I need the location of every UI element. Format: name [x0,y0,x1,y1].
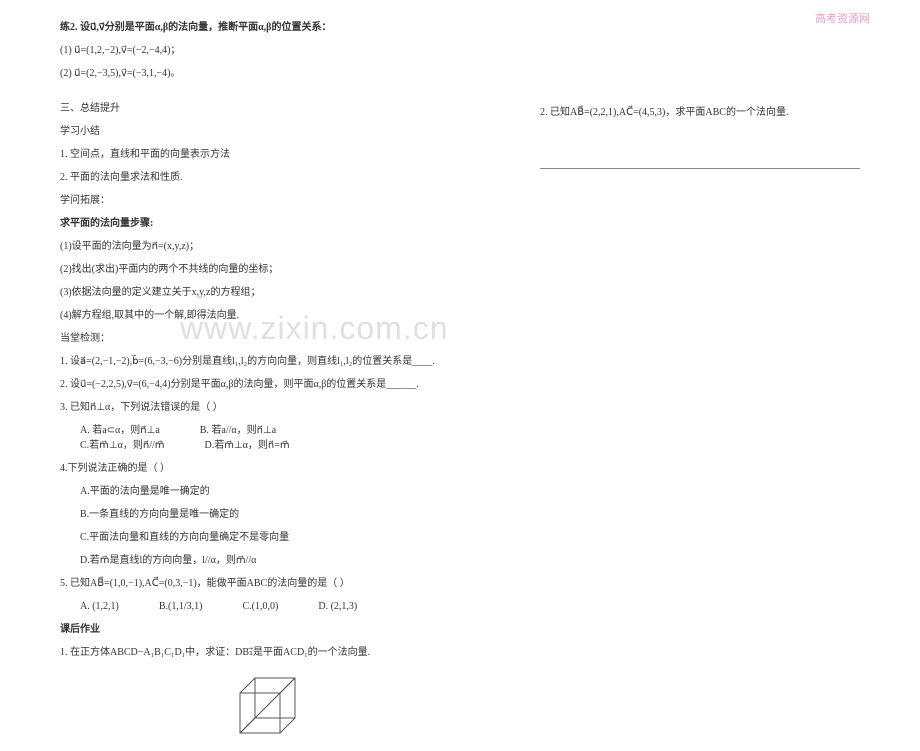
extension-title: 学问拓展： [60,193,540,208]
q3-option-b: B. 若a//α，则n⃗⊥a [200,423,276,438]
q3-option-a: A. 若a⊂α，则n⃗⊥a [80,423,160,438]
check-q2: 2. 设u⃗=(−2,2,5),v⃗=(6,−4,4)分别是平面α,β的法向量，… [60,377,540,392]
steps-title: 求平面的法向量步骤: [60,216,540,231]
homework-q1: 1. 在正方体ABCD−A₁B₁C₁D₁中，求证：DB₁⃗是平面ACD₁的一个法… [60,645,540,660]
step-1: (1)设平面的法向量为n⃗=(x,y,z)； [60,239,540,254]
q4-option-c: C.平面法向量和直线的方向向量确定不是零向量 [60,530,540,545]
cube-diagram [230,668,540,751]
check-q3: 3. 已知n⃗⊥α，下列说法错误的是（ ） [60,400,540,415]
problem-2-title: 练2. 设u⃗,v⃗分别是平面α,β的法向量，推断平面α,β的位置关系： [60,20,540,35]
q5-option-d: D. (2,1,3) [318,599,357,614]
check-q5-options: A. (1,2,1) B.(1,1/3,1) C.(1,0,0) D. (2,1… [60,599,540,614]
check-title: 当堂检测： [60,331,540,346]
q5-option-a: A. (1,2,1) [80,599,119,614]
summary-1: 1. 空间点，直线和平面的向量表示方法 [60,147,540,162]
step-4: (4)解方程组,取其中的一个解,即得法向量. [60,308,540,323]
divider-line [540,168,860,169]
check-q4: 4.下列说法正确的是（ ） [60,461,540,476]
q5-option-c: C.(1,0,0) [243,599,279,614]
problem-2-sub1: (1) u⃗=(1,2,−2),v⃗=(−2,−4,4)； [60,43,540,58]
step-2: (2)找出(求出)平面内的两个不共线的向量的坐标； [60,262,540,277]
step-3: (3)依据法向量的定义建立关于x,y,z的方程组； [60,285,540,300]
check-q1: 1. 设a⃗=(2,−1,−2),b⃗=(6,−3,−6)分别是直线l₁,l₂的… [60,354,540,369]
q4-option-d: D.若m⃗是直线l的方向向量，l//α，则m⃗//α [60,553,540,568]
left-column: 练2. 设u⃗,v⃗分别是平面α,β的法向量，推断平面α,β的位置关系： (1)… [60,20,540,751]
homework-title: 课后作业 [60,622,540,637]
check-q5: 5. 已知AB⃗=(1,0,−1),AC⃗=(0,3,−1)，能做平面ABC的法… [60,576,540,591]
problem-2-sub2: (2) u⃗=(2,−3,5),v⃗=(−3,1,−4)。 [60,66,540,81]
study-summary: 学习小结 [60,124,540,139]
q3-option-d: D.若m⃗⊥α，则n⃗=m⃗ [205,438,290,453]
summary-2: 2. 平面的法向量求法和性质. [60,170,540,185]
q3-option-c: C.若m⃗⊥α，则n⃗//m⃗ [80,438,165,453]
q4-option-b: B.一条直线的方向向量是唯一确定的 [60,507,540,522]
right-q2: 2. 已知AB⃗=(2,2,1),AC⃗=(4,5,3)，求平面ABC的一个法向… [540,105,860,120]
q4-option-a: A.平面的法向量是唯一确定的 [60,484,540,499]
check-q3-options: A. 若a⊂α，则n⃗⊥a B. 若a//α，则n⃗⊥a C.若m⃗⊥α，则n⃗… [60,423,540,453]
right-column: 2. 已知AB⃗=(2,2,1),AC⃗=(4,5,3)，求平面ABC的一个法向… [540,20,860,179]
q5-option-b: B.(1,1/3,1) [159,599,203,614]
section-summary-title: 三、总结提升 [60,101,540,116]
